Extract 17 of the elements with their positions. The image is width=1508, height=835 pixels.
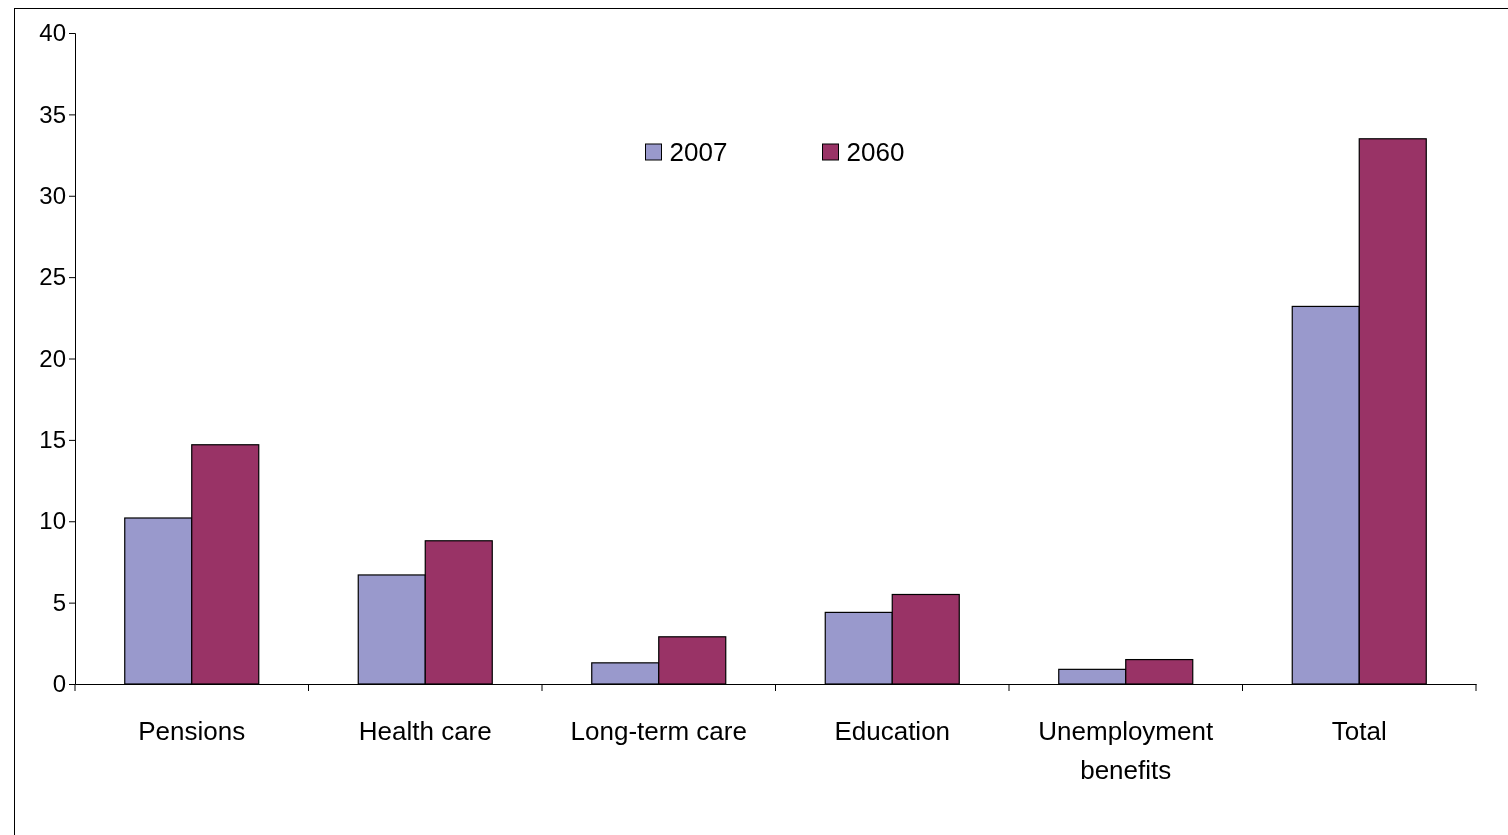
y-tick-label: 40 [39,19,66,47]
x-tick-label: Unemployment benefits [1038,716,1214,785]
x-tick-label: Total [1331,716,1387,746]
y-tick-label: 5 [52,588,66,616]
y-tick-label: 30 [39,181,66,209]
legend-label: 2060 [846,137,905,167]
y-tick-label: 25 [39,263,66,291]
x-tick-label: Pensions [138,716,246,746]
x-tick-label: Education [834,716,951,746]
x-tick-label: Health care [358,716,492,746]
y-tick-label: 15 [39,426,66,454]
y-tick-label: 35 [39,100,66,128]
y-tick-label: 10 [39,507,66,535]
y-tick-label: 20 [39,344,66,372]
x-tick-label: Long-term care [570,716,747,746]
y-tick-label: 0 [52,670,66,698]
legend-label: 2007 [669,137,728,167]
